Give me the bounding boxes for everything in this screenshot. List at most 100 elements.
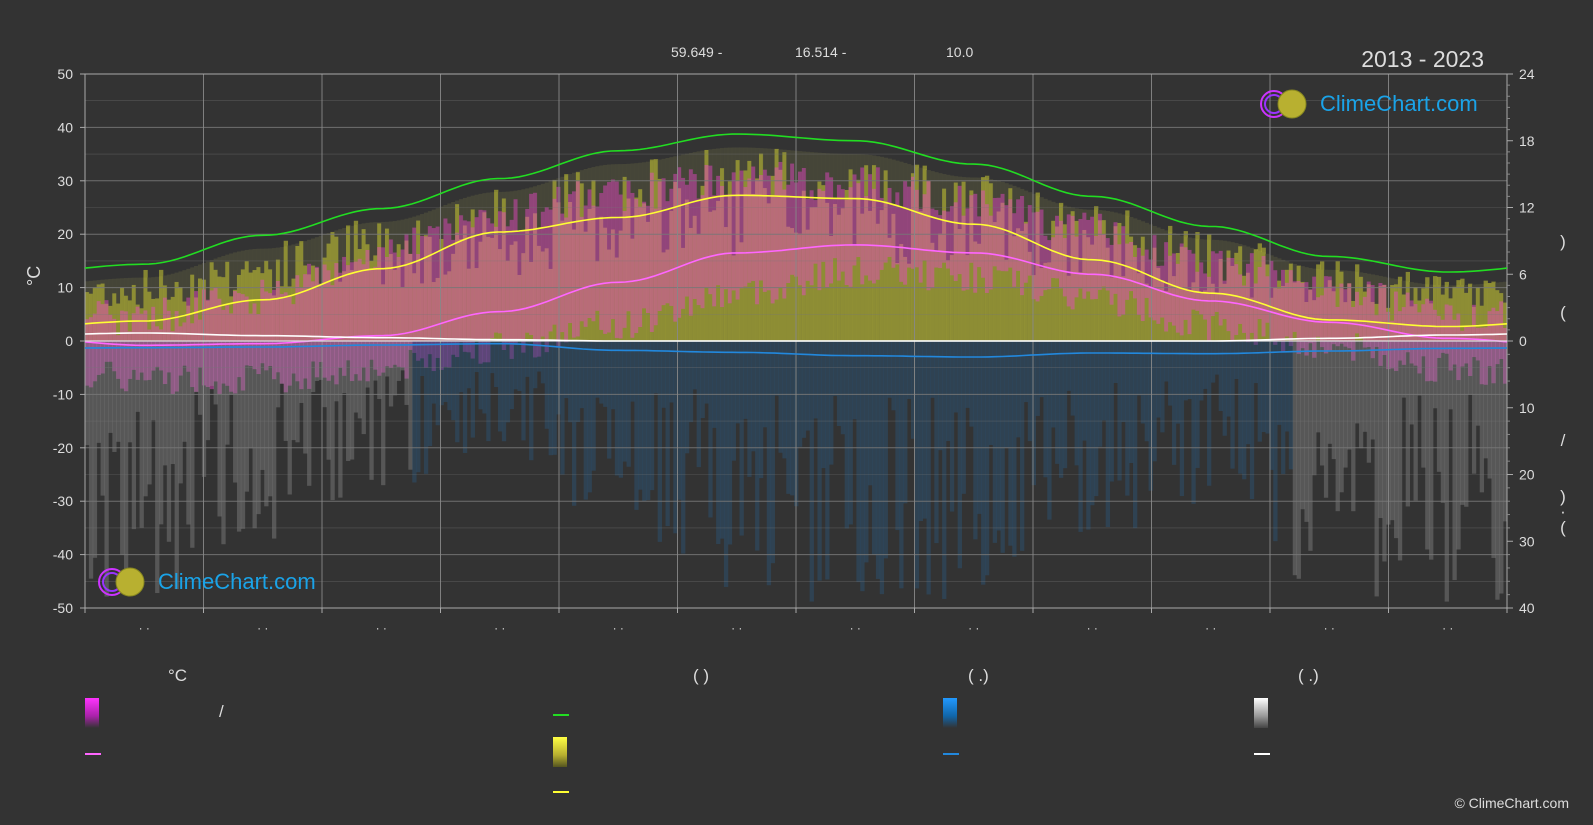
temp-range-bar	[891, 204, 896, 268]
precip-bar	[1113, 341, 1118, 384]
precip-bar	[1055, 341, 1060, 464]
sunshine-bar	[755, 178, 760, 341]
sunshine-bar	[1113, 226, 1118, 341]
sunshine-bar	[166, 299, 172, 341]
sunshine-bar	[381, 284, 386, 341]
snow-bar	[1448, 341, 1453, 410]
precip-bar	[755, 341, 760, 551]
temp-range-bar	[494, 226, 499, 333]
precip-bar	[1277, 341, 1282, 425]
temp-range-bar	[166, 310, 172, 373]
sunshine-bar	[677, 188, 682, 341]
sunshine-bar	[1296, 265, 1301, 341]
sunshine-bar	[568, 202, 573, 341]
sunshine-bar	[143, 269, 148, 341]
right-tick-label-hours: 6	[1519, 266, 1527, 282]
sunshine-bar	[1074, 220, 1079, 341]
sunshine-bar	[1214, 293, 1220, 341]
sunshine-bar	[303, 265, 308, 341]
precip-bar	[1000, 341, 1005, 553]
temp-range-bar	[396, 256, 401, 367]
precip-bar	[544, 341, 550, 429]
temp-range-bar	[1452, 319, 1457, 365]
precip-bar	[626, 341, 631, 467]
temp-range-bar	[825, 172, 830, 288]
sunshine-bar	[1226, 250, 1231, 341]
sunshine-bar	[942, 188, 947, 341]
sunshine-bar	[681, 247, 686, 341]
daylight-bar	[186, 268, 191, 341]
precip-bar	[930, 341, 935, 398]
sunshine-bar	[1090, 244, 1095, 341]
temp-range-bar	[684, 184, 690, 297]
sunshine-bar	[1448, 298, 1453, 341]
sunshine-bar	[1238, 246, 1243, 341]
daylight-bar	[420, 214, 425, 341]
sunshine-bar	[1160, 280, 1165, 341]
precip-bar	[704, 341, 709, 404]
sunshine-bar	[1097, 220, 1103, 341]
daylight-bar	[731, 147, 737, 341]
temp-range-bar	[1425, 298, 1430, 382]
sunshine-bar	[1101, 220, 1107, 341]
sunshine-bar	[1020, 230, 1025, 341]
temp-range-bar	[1125, 243, 1130, 300]
precip-bar	[517, 341, 522, 391]
temp-range-bar	[871, 188, 877, 284]
right-tick-label-precip: 40	[1519, 600, 1535, 616]
precip-bar	[684, 341, 690, 454]
precip-bar	[1129, 341, 1134, 464]
sunshine-bar	[1183, 231, 1188, 341]
temp-range-bar	[638, 206, 643, 328]
temp-range-bar	[700, 195, 705, 309]
sunshine-bar	[1436, 276, 1442, 341]
daylight-line	[84, 133, 1508, 273]
precip-bar	[833, 341, 838, 396]
temp-range-bar	[275, 280, 281, 373]
temp-range-bar	[922, 194, 927, 261]
snow-bar	[1421, 341, 1426, 468]
temp-range-bar	[116, 335, 121, 379]
precip-bar	[1012, 341, 1017, 557]
temp-range-bar	[739, 170, 744, 289]
sunshine-bar	[1362, 291, 1368, 341]
sunshine-bar	[844, 189, 849, 341]
precip-bar	[805, 341, 811, 431]
precip-bar	[945, 341, 951, 441]
sunshine-bar	[357, 249, 363, 341]
precip-bar	[821, 341, 826, 469]
sunshine-bar	[688, 227, 694, 341]
right-axis-title-glyph: ·	[1560, 502, 1566, 521]
logo-bottom[interactable]: ClimeChart.com	[96, 566, 316, 598]
sunshine-bar	[1390, 285, 1395, 341]
sunshine-bar	[684, 199, 690, 341]
logo-top[interactable]: ClimeChart.com	[1258, 88, 1478, 120]
precip-bar	[1222, 341, 1227, 436]
temp-range-bar	[984, 204, 990, 293]
sunshine-bar	[957, 229, 962, 341]
daylight-bar	[1203, 239, 1208, 341]
sunshine-bar	[583, 231, 588, 341]
sunshine-bar	[603, 227, 608, 341]
temp-range-bar	[1245, 263, 1251, 343]
precip-bar	[864, 341, 869, 563]
sunshine-bar	[743, 170, 748, 341]
snow-bar	[295, 341, 300, 443]
temp-range-bar	[852, 174, 857, 266]
sunshine-bar	[914, 164, 920, 341]
temp-range-bar	[1475, 327, 1481, 361]
precip-bar	[1230, 341, 1235, 469]
sunshine-bar	[1452, 286, 1457, 341]
sunshine-bar	[1358, 276, 1364, 341]
sunshine-bar	[1261, 247, 1266, 341]
sunshine-bar	[1405, 271, 1411, 341]
precip-bar	[739, 341, 744, 536]
snow-bar	[205, 341, 211, 441]
daylight-bar	[435, 208, 440, 341]
temp-range-bar	[895, 192, 900, 265]
precip-bar	[1210, 341, 1216, 383]
temp-range-bar	[260, 279, 265, 364]
sunshine-bar	[135, 304, 140, 341]
temp-range-bar	[988, 215, 994, 290]
temp-range-bar	[875, 167, 881, 280]
